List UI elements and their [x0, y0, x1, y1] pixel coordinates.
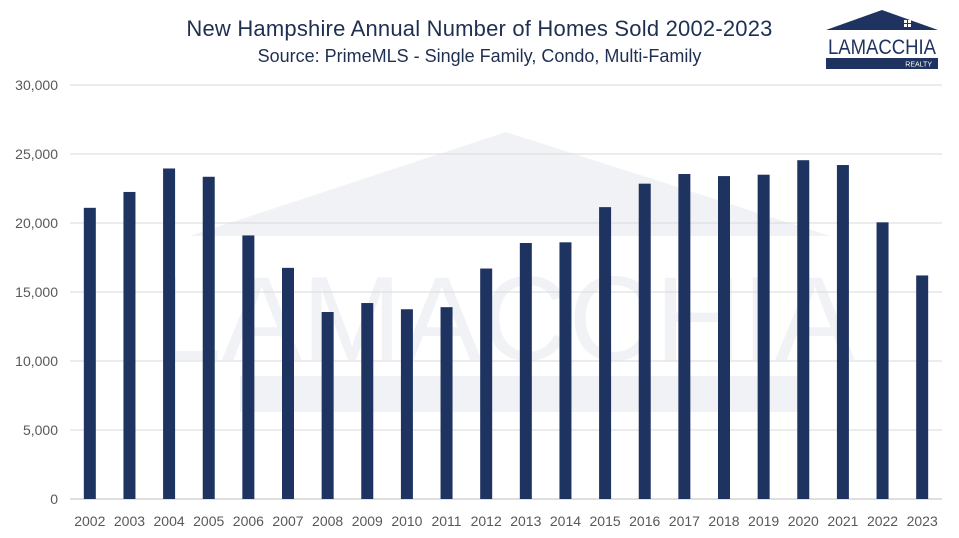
- bar-2014: [559, 242, 572, 499]
- y-tick-label: 5,000: [23, 422, 58, 438]
- x-tick-label: 2003: [114, 513, 145, 529]
- bar-2020: [797, 160, 810, 499]
- bar-2006: [242, 235, 255, 500]
- x-tick-label: 2014: [550, 513, 581, 529]
- chart-title: New Hampshire Annual Number of Homes Sol…: [186, 16, 773, 41]
- x-tick-label: 2015: [590, 513, 621, 529]
- x-tick-label: 2012: [471, 513, 502, 529]
- x-tick-label: 2022: [867, 513, 898, 529]
- x-tick-label: 2008: [312, 513, 343, 529]
- x-tick-label: 2010: [391, 513, 422, 529]
- bar-2019: [757, 174, 770, 499]
- x-tick-label: 2018: [708, 513, 739, 529]
- bar-2016: [638, 183, 651, 500]
- x-tick-label: 2004: [154, 513, 185, 529]
- x-tick-label: 2023: [907, 513, 938, 529]
- x-tick-label: 2019: [748, 513, 779, 529]
- bar-2017: [678, 174, 691, 499]
- bar-2023: [916, 275, 929, 499]
- y-tick-label: 0: [50, 491, 58, 507]
- bar-2008: [321, 312, 334, 499]
- x-tick-label: 2016: [629, 513, 660, 529]
- x-tick-label: 2020: [788, 513, 819, 529]
- bar-2012: [480, 268, 493, 499]
- gridlines: [70, 84, 942, 500]
- y-axis-ticks: 0 5,000 10,000 15,000 20,000 25,000 30,000: [15, 77, 58, 507]
- x-tick-label: 2007: [272, 513, 303, 529]
- lamacchia-realty-logo: LAMACCHIA REALTY: [826, 10, 938, 69]
- bar-2007: [282, 267, 294, 499]
- bars: [83, 160, 929, 500]
- y-tick-label: 25,000: [15, 146, 58, 162]
- chart-subtitle: Source: PrimeMLS - Single Family, Condo,…: [257, 46, 702, 66]
- svg-text:LAMACCHIA: LAMACCHIA: [155, 252, 855, 386]
- y-tick-label: 30,000: [15, 77, 58, 93]
- svg-text:LAMACCHIA: LAMACCHIA: [828, 36, 936, 59]
- svg-text:REALTY: REALTY: [905, 62, 932, 69]
- x-tick-label: 2017: [669, 513, 700, 529]
- bar-2011: [440, 307, 453, 499]
- y-tick-label: 20,000: [15, 215, 58, 231]
- y-tick-label: 15,000: [15, 284, 58, 300]
- x-tick-label: 2006: [233, 513, 264, 529]
- x-tick-label: 2021: [827, 513, 858, 529]
- bar-2002: [83, 207, 96, 499]
- bar-2013: [519, 243, 532, 499]
- bar-2015: [599, 207, 612, 499]
- bar-2018: [718, 176, 730, 499]
- bar-2022: [876, 222, 889, 499]
- watermark: LAMACCHIA: [155, 132, 855, 412]
- bar-2005: [202, 176, 215, 499]
- bar-2004: [163, 168, 176, 500]
- y-tick-label: 10,000: [15, 353, 58, 369]
- bar-2021: [836, 165, 849, 500]
- x-axis-ticks: 2002 2003 2004 2005 2006 2007 2008 2009 2010 2011…: [74, 513, 938, 529]
- x-tick-label: 2011: [431, 513, 461, 529]
- x-tick-label: 2013: [510, 513, 541, 529]
- x-tick-label: 2002: [74, 513, 105, 529]
- x-tick-label: 2009: [352, 513, 383, 529]
- bar-2003: [123, 191, 136, 499]
- bar-2010: [400, 309, 413, 499]
- x-tick-label: 2005: [193, 513, 224, 529]
- bar-2009: [361, 303, 374, 499]
